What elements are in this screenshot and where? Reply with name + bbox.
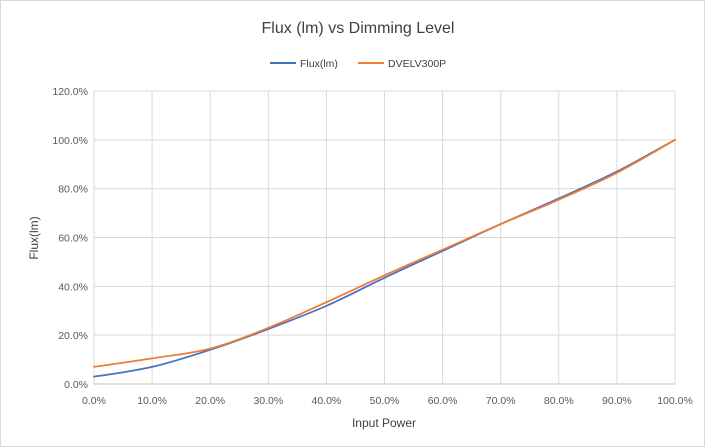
x-tick-label: 100.0% bbox=[657, 395, 693, 407]
legend-label: DVELV300P bbox=[388, 58, 446, 70]
gridlines bbox=[93, 90, 676, 385]
y-tick-label: 80.0% bbox=[58, 184, 88, 196]
y-tick-label: 20.0% bbox=[58, 330, 88, 342]
x-tick-label: 20.0% bbox=[195, 395, 225, 407]
x-axis-label: Input Power bbox=[352, 416, 416, 430]
y-tick-label: 60.0% bbox=[58, 233, 88, 245]
y-tick-label: 120.0% bbox=[52, 86, 88, 98]
series-line-dvelv300p bbox=[93, 138, 676, 368]
legend-label: Flux(lm) bbox=[300, 58, 338, 70]
x-tick-label: 90.0% bbox=[602, 395, 632, 407]
x-tick-label: 0.0% bbox=[82, 395, 106, 407]
x-tick-label: 50.0% bbox=[370, 395, 400, 407]
x-tick-label: 30.0% bbox=[253, 395, 283, 407]
tick-labels: 0.0% 20.0% 40.0% 60.0% 80.0% 100.0% 120.0% 0.0%… bbox=[52, 86, 692, 407]
x-tick-label: 80.0% bbox=[544, 395, 574, 407]
y-tick-label: 0.0% bbox=[64, 379, 88, 391]
y-tick-label: 100.0% bbox=[52, 135, 88, 147]
x-tick-label: 70.0% bbox=[486, 395, 516, 407]
series-line-flux bbox=[93, 138, 676, 378]
x-tick-label: 60.0% bbox=[428, 395, 458, 407]
x-tick-label: 40.0% bbox=[312, 395, 342, 407]
x-tick-label: 10.0% bbox=[137, 395, 167, 407]
chart-title: Flux (lm) vs Dimming Level bbox=[262, 20, 455, 37]
y-tick-label: 40.0% bbox=[58, 281, 88, 293]
y-axis-label: Flux(lm) bbox=[27, 216, 41, 259]
legend: Flux(lm) DVELV300P bbox=[270, 58, 446, 70]
series-lines bbox=[93, 138, 676, 378]
